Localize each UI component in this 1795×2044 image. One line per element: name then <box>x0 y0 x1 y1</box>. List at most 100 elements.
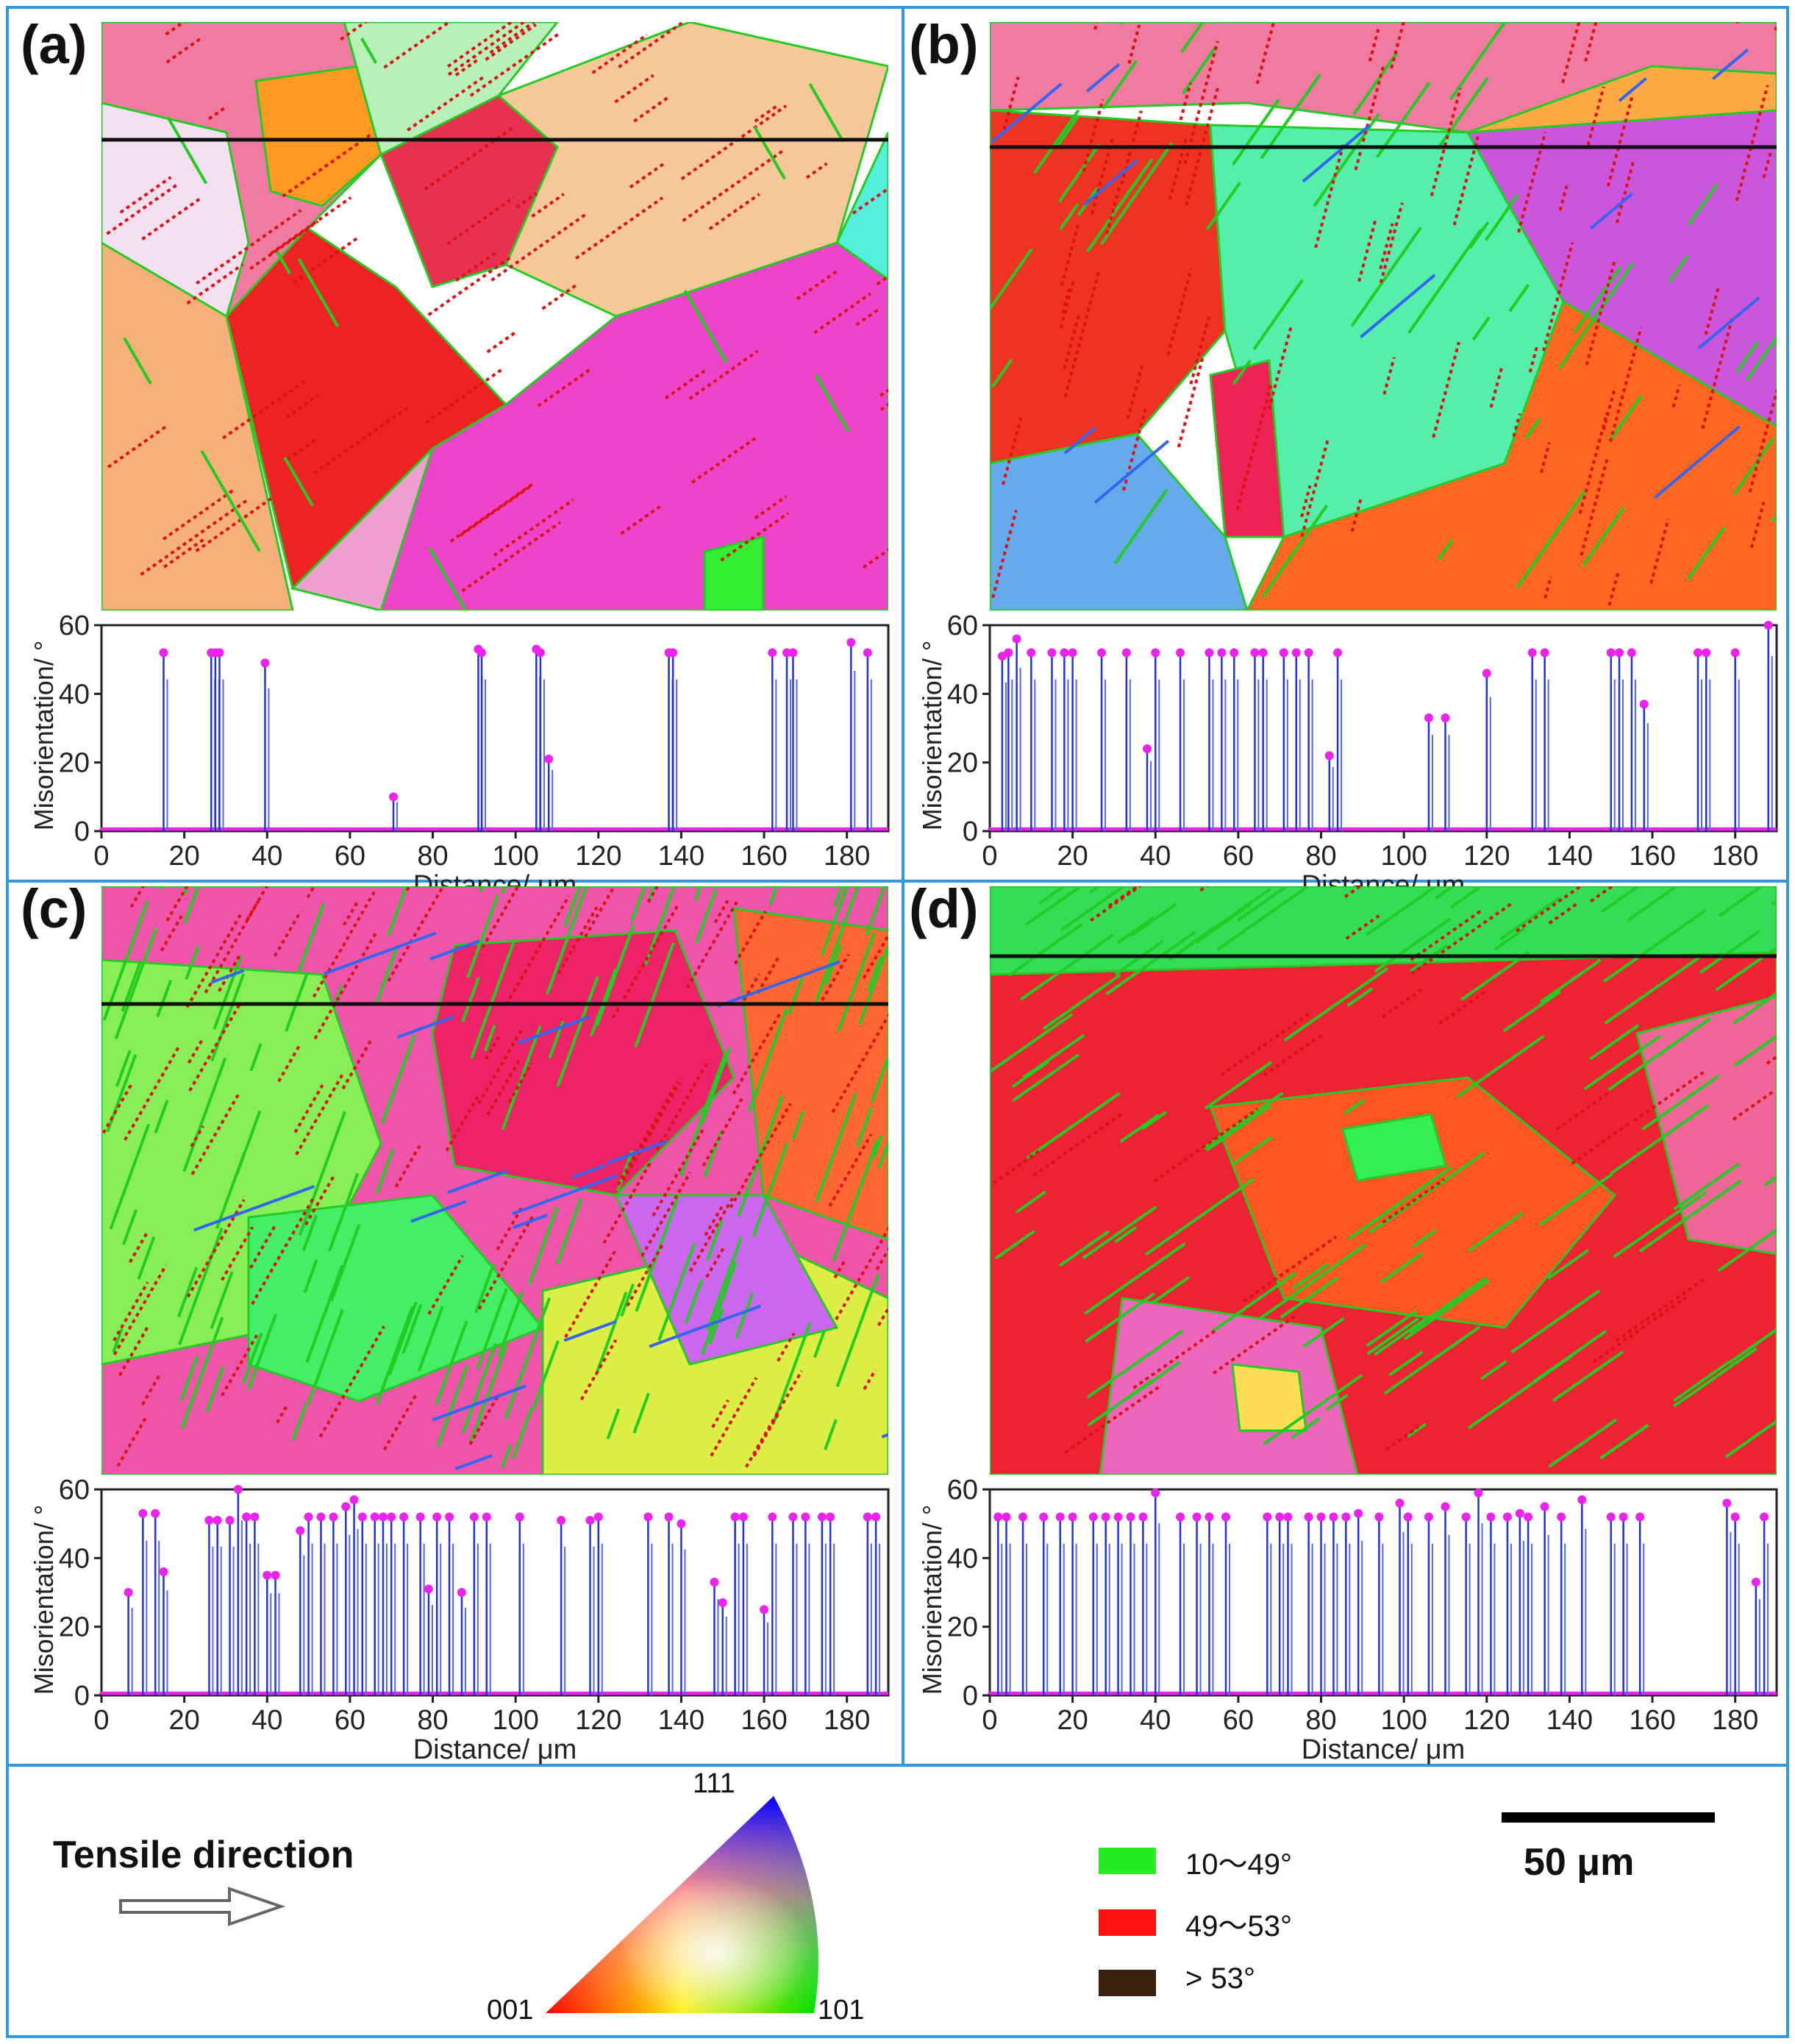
twin-boundary <box>396 1015 454 1039</box>
twin-boundary <box>729 1103 792 1208</box>
peak-point <box>1615 648 1624 658</box>
twin-boundary <box>210 969 245 984</box>
y-tick-label: 40 <box>59 1543 90 1574</box>
y-tick-label: 60 <box>947 1475 978 1506</box>
twin-boundary <box>1083 1242 1186 1315</box>
twin-boundary <box>1015 1190 1046 1214</box>
peak-point <box>1403 1512 1413 1522</box>
twin-boundary <box>1607 1017 1711 1092</box>
peak-point <box>1606 648 1616 658</box>
twin-boundary <box>735 1292 754 1339</box>
twin-boundary <box>1407 1422 1427 1439</box>
twin-boundary <box>788 977 804 1015</box>
y-tick-label: 40 <box>59 679 90 710</box>
twin-boundary <box>1528 346 1539 373</box>
twin-boundary <box>1502 990 1561 1033</box>
twin-boundary <box>871 1134 883 1159</box>
ebsd-map-d <box>990 886 1777 1475</box>
twin-boundary <box>620 505 661 535</box>
twin-boundary <box>204 897 262 994</box>
twin-boundary <box>1480 1360 1507 1381</box>
twin-boundary <box>1087 1379 1153 1427</box>
peak-point <box>1039 1512 1049 1522</box>
twin-boundary <box>777 1332 796 1362</box>
x-tick-label: 140 <box>658 841 704 872</box>
twin-boundary <box>205 1365 225 1413</box>
misorientation-peaks <box>124 1485 881 1695</box>
grain <box>290 447 434 610</box>
twin-boundary <box>410 1200 467 1223</box>
twin-boundary <box>1715 945 1777 991</box>
twin-boundary <box>115 1050 132 1087</box>
twin-boundary <box>305 1264 344 1363</box>
twin-boundary <box>1026 1092 1121 1160</box>
twin-boundary <box>1508 283 1530 313</box>
twin-boundary <box>1712 49 1749 80</box>
boundary-label-twin: 49～53° <box>1185 1910 1292 1942</box>
peak-point <box>1474 1488 1483 1498</box>
twin-boundary <box>708 193 760 230</box>
peak-point <box>593 1512 603 1522</box>
x-tick-label: 20 <box>168 841 199 872</box>
misorientation-peaks <box>159 638 872 831</box>
twin-boundary <box>1561 22 1581 84</box>
twin-boundary <box>424 126 515 191</box>
x-tick-label: 120 <box>575 841 621 872</box>
twin-boundary <box>1383 1325 1481 1395</box>
peak-point <box>1291 648 1301 658</box>
panel-d-label: (d) <box>909 878 979 939</box>
twin-boundary <box>754 495 788 520</box>
ebsd-map-c <box>101 886 888 1475</box>
twin-boundary <box>1212 1315 1296 1375</box>
twin-boundary <box>657 1242 696 1342</box>
grain <box>343 22 559 157</box>
twin-boundary <box>688 349 759 400</box>
twin-boundary <box>1352 51 1399 115</box>
twin-boundary <box>1181 45 1218 95</box>
twin-boundary <box>865 886 886 936</box>
x-tick-label: 40 <box>251 1705 282 1736</box>
peak-point <box>1275 1512 1285 1522</box>
x-tick-label: 0 <box>93 1705 109 1736</box>
twin-boundary <box>866 956 882 991</box>
twin-boundary <box>682 148 786 222</box>
twin-boundary <box>1012 1053 1080 1103</box>
twin-boundary <box>340 22 368 41</box>
twin-boundary <box>329 1224 361 1302</box>
twin-boundary <box>466 894 499 979</box>
twin-boundary <box>1686 526 1726 581</box>
scale-bar <box>1502 1812 1715 1823</box>
twin-boundary <box>1368 26 1381 62</box>
peak-point <box>477 648 486 658</box>
twin-boundary <box>1126 365 1143 419</box>
y-axis-label: Misorientation/ ° <box>29 641 59 831</box>
twin-boundary <box>684 1279 703 1324</box>
peak-point <box>1515 1509 1524 1518</box>
twin-boundary <box>301 1214 318 1252</box>
peak-point <box>1279 648 1288 658</box>
twin-boundary <box>429 939 480 961</box>
twin-boundary <box>1291 1417 1321 1439</box>
twin-boundary <box>1673 1361 1730 1403</box>
x-tick-label: 80 <box>417 841 448 872</box>
twin-boundary <box>821 953 850 1001</box>
peak-point <box>415 1512 425 1522</box>
twin-boundary <box>182 1057 227 1172</box>
twin-boundary <box>485 23 537 61</box>
peak-point <box>1012 634 1021 644</box>
twin-boundary <box>602 1160 653 1244</box>
ipf-label-111: 111 <box>693 1768 735 1799</box>
twin-boundary <box>563 886 582 927</box>
twin-boundary <box>640 1172 692 1257</box>
twin-boundary <box>1585 261 1616 366</box>
twin-boundary <box>375 1148 395 1194</box>
peak-point <box>370 1512 379 1522</box>
peak-point <box>1557 1512 1566 1522</box>
twin-boundary <box>1060 886 1127 932</box>
twin-boundary <box>512 1214 548 1229</box>
twin-boundary <box>307 1308 344 1405</box>
twin-boundary <box>563 1320 617 1342</box>
noise-point <box>1773 827 1777 831</box>
twin-boundary <box>557 906 599 975</box>
noise-point <box>885 827 889 831</box>
